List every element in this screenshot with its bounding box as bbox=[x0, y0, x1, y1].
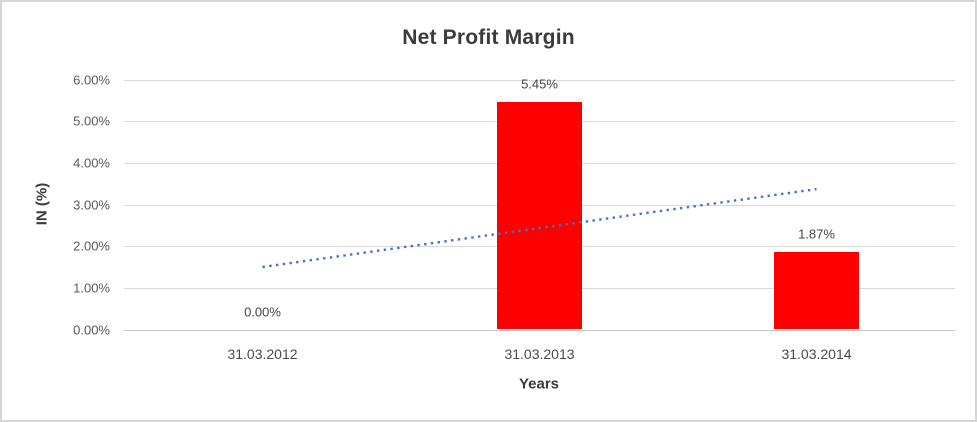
x-axis-title: Years bbox=[518, 375, 560, 393]
x-tick-label: 31.03.2012 bbox=[227, 346, 298, 362]
y-tick-label: 5.00% bbox=[73, 113, 110, 129]
x-tick-label: 31.03.2013 bbox=[504, 346, 575, 362]
bar-data-label: 1.87% bbox=[798, 226, 835, 242]
y-tick-label: 1.00% bbox=[73, 280, 110, 296]
bar-data-label: 0.00% bbox=[244, 304, 281, 319]
y-tick-label: 3.00% bbox=[73, 197, 110, 212]
x-tick-label: 31.03.2014 bbox=[781, 346, 852, 362]
x-axis-line bbox=[124, 329, 955, 331]
y-tick-label: 6.00% bbox=[73, 72, 110, 87]
y-tick-label: 2.00% bbox=[73, 238, 110, 254]
bar-data-label: 5.45% bbox=[521, 76, 558, 92]
gridline bbox=[124, 79, 955, 81]
chart-title: Net Profit Margin bbox=[402, 26, 575, 49]
y-tick-label: 4.00% bbox=[73, 155, 110, 171]
bar-31.03.2013 bbox=[497, 102, 582, 330]
bar-31.03.2014 bbox=[774, 251, 859, 330]
y-tick-label: 0.00% bbox=[73, 322, 110, 337]
